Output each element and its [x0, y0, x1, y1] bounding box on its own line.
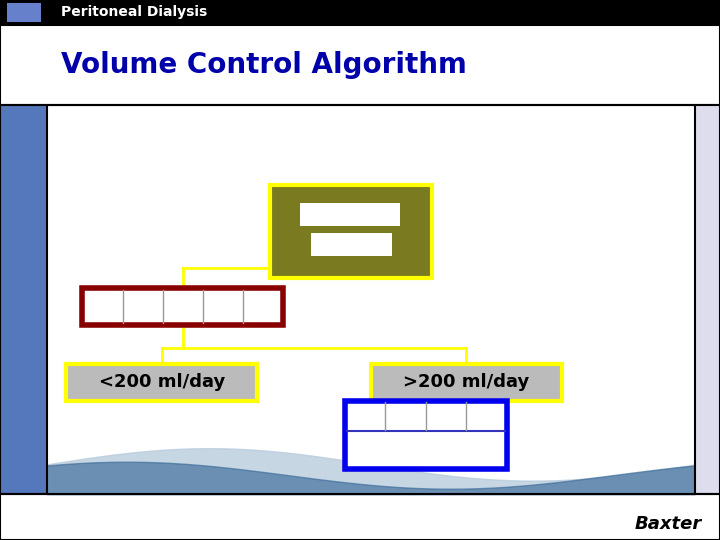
Bar	[371, 363, 562, 401]
Bar	[82, 288, 284, 325]
Text: Volume Control Algorithm: Volume Control Algorithm	[61, 51, 467, 79]
Bar	[300, 202, 400, 226]
Bar	[311, 233, 392, 256]
Bar	[66, 363, 258, 401]
Bar	[271, 185, 432, 278]
Bar	[0, 0, 720, 25]
Bar	[0, 105, 47, 494]
Bar	[0, 25, 720, 105]
Bar	[47, 105, 720, 494]
Bar	[0, 494, 720, 540]
Text: <200 ml/day: <200 ml/day	[99, 373, 225, 391]
Text: Baxter: Baxter	[635, 515, 702, 533]
Text: Peritoneal Dialysis: Peritoneal Dialysis	[61, 5, 207, 19]
Bar	[7, 3, 41, 22]
Bar	[345, 401, 507, 469]
Bar	[695, 105, 720, 494]
Text: >200 ml/day: >200 ml/day	[403, 373, 529, 391]
Bar	[0, 105, 720, 494]
